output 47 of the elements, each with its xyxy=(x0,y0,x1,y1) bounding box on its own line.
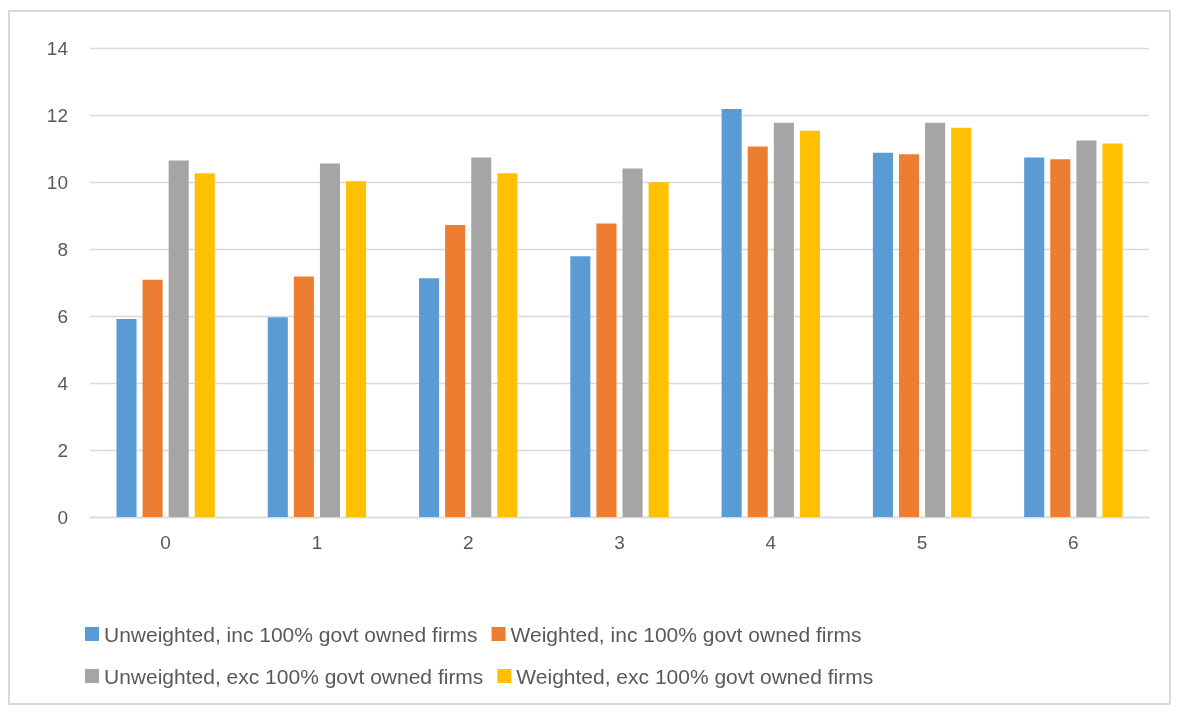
legend-label: Unweighted, inc 100% govt owned firms xyxy=(104,622,478,646)
y-tick-label: 12 xyxy=(46,104,68,126)
bar xyxy=(267,317,288,517)
bar xyxy=(898,154,920,517)
bar xyxy=(346,181,367,517)
bar xyxy=(319,163,341,517)
bar xyxy=(497,173,518,517)
bar xyxy=(596,223,617,517)
bar xyxy=(1024,157,1045,517)
bar xyxy=(872,152,893,517)
x-tick-label: 6 xyxy=(1068,532,1079,553)
bar xyxy=(293,276,314,517)
x-tick-label: 3 xyxy=(614,532,625,553)
bar xyxy=(116,319,137,517)
bar xyxy=(142,279,163,517)
x-tick-label: 0 xyxy=(160,532,171,553)
legend-label: Weighted, inc 100% govt owned firms xyxy=(510,622,862,646)
legend-label: Weighted, exc 100% govt owned firms xyxy=(516,664,874,688)
bar xyxy=(1050,159,1071,517)
bar xyxy=(799,130,820,517)
x-tick-label: 5 xyxy=(916,532,928,553)
bar xyxy=(471,157,492,517)
y-tick-label: 2 xyxy=(57,439,68,461)
legend-label: Unweighted, exc 100% govt owned firms xyxy=(104,664,484,688)
bar xyxy=(721,108,742,517)
y-tick-label: 8 xyxy=(57,238,68,260)
x-tick-label: 4 xyxy=(765,532,777,553)
bar xyxy=(168,160,189,517)
bar xyxy=(419,278,440,517)
bar xyxy=(1102,143,1123,517)
bar xyxy=(194,173,215,517)
x-tick-label: 2 xyxy=(462,532,474,553)
bar xyxy=(773,122,794,517)
bar xyxy=(570,256,591,517)
bar xyxy=(747,146,768,517)
bar xyxy=(925,122,946,517)
bar xyxy=(622,168,643,517)
x-tick-label: 1 xyxy=(311,532,323,553)
bar xyxy=(951,127,972,517)
y-tick-label: 10 xyxy=(46,171,68,193)
bar xyxy=(445,224,466,517)
y-tick-label: 0 xyxy=(57,506,68,528)
y-tick-label: 14 xyxy=(46,37,69,59)
y-tick-label: 4 xyxy=(57,372,69,394)
bar xyxy=(648,182,669,517)
bar xyxy=(1076,140,1097,517)
y-tick-label: 6 xyxy=(57,305,68,327)
